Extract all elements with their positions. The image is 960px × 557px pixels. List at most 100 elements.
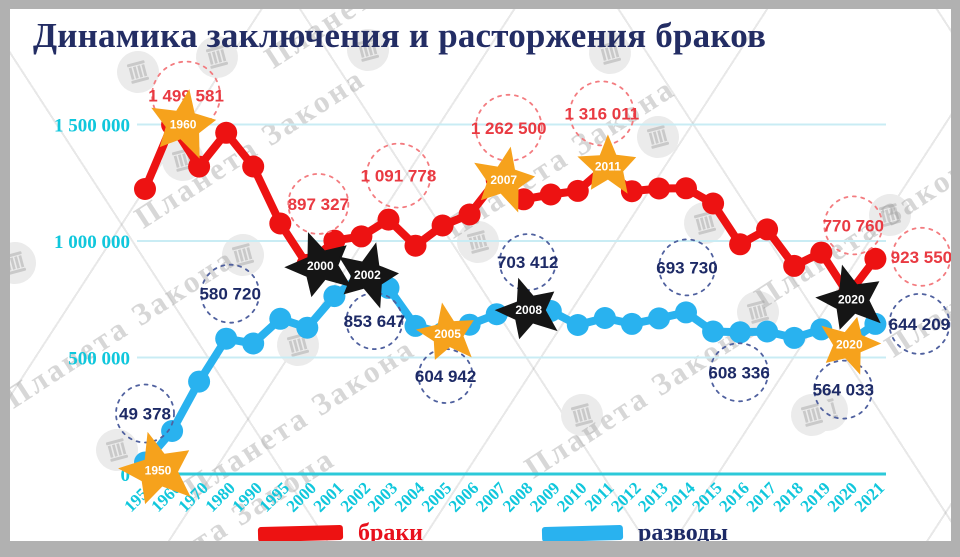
marriages-point-2012 xyxy=(620,180,643,203)
annotation-circle-marriages-2003 xyxy=(365,142,432,209)
marriages-point-1970 xyxy=(188,155,211,178)
marriages-point-2001 xyxy=(323,229,346,252)
orange-star-marriages-1960 xyxy=(151,89,217,159)
divorces-legend-label: разводы xyxy=(638,520,728,541)
annotation-circle-divorces-2002 xyxy=(345,292,404,351)
star-year-label-2011: 2011 xyxy=(595,159,621,173)
annotation-value-marriages-2007: 1 262 500 xyxy=(471,119,547,138)
annotation-value-marriages-2003: 1 091 778 xyxy=(361,167,437,186)
annotation-value-divorces-1950: 49 378 xyxy=(119,405,171,424)
star-year-label-2020: 2020 xyxy=(836,338,863,352)
column-icon xyxy=(117,51,159,93)
marriages-point-1980 xyxy=(215,121,238,144)
annotation-value-divorces-2016: 608 336 xyxy=(708,363,769,382)
annotation-value-divorces-2002: 853 647 xyxy=(344,312,405,331)
star-year-label-2005: 2005 xyxy=(434,327,461,341)
marriages-legend-swatch xyxy=(257,524,344,541)
star-year-label-1960: 1960 xyxy=(170,118,197,132)
marriages-legend-label: браки xyxy=(358,520,424,541)
annotation-circle-divorces-1980 xyxy=(200,263,261,324)
marriages-point-2017 xyxy=(756,218,779,241)
annotation-value-divorces-2021: 644 209 xyxy=(889,315,950,334)
divorces-point-2015 xyxy=(702,320,725,343)
marriages-point-2019 xyxy=(810,241,833,264)
marriages-point-2006 xyxy=(458,203,481,226)
divorces-point-1980 xyxy=(215,327,238,350)
black-star-divorces-2002 xyxy=(338,242,399,309)
star-year-label-2002: 2002 xyxy=(354,268,381,282)
annotation-value-divorces-1980: 580 720 xyxy=(199,285,260,304)
marriages-point-2018 xyxy=(783,254,806,277)
x-axis-label-2021: 2021 xyxy=(851,478,888,515)
divorces-point-2017 xyxy=(756,320,779,343)
divorces-point-2018 xyxy=(783,326,806,349)
orange-star-divorces-1950 xyxy=(118,431,191,505)
orange-star-divorces-2020 xyxy=(821,316,882,375)
column-icon xyxy=(561,394,603,436)
divorces-point-2013 xyxy=(648,307,670,330)
marriages-point-2004 xyxy=(404,234,427,257)
star-year-label-2007: 2007 xyxy=(490,173,517,187)
star-year-label-2020: 2020 xyxy=(838,292,865,306)
divorces-point-2016 xyxy=(729,321,752,344)
star-year-label-2000: 2000 xyxy=(307,259,334,273)
orange-star-marriages-2007 xyxy=(474,146,536,213)
marriages-point-2014 xyxy=(675,177,697,200)
divorces-point-2019 xyxy=(810,318,833,341)
divorces-point-2014 xyxy=(675,301,697,324)
annotation-value-divorces-2014: 693 730 xyxy=(656,258,717,277)
column-icon xyxy=(10,242,36,284)
column-icon xyxy=(791,394,833,436)
marriages-point-1990 xyxy=(242,155,265,178)
marriages-point-2005 xyxy=(431,214,454,237)
marriages-point-2021 xyxy=(864,247,887,270)
black-star-divorces-2008 xyxy=(494,277,558,340)
marriages-point-2009 xyxy=(539,183,562,206)
marriages-point-2016 xyxy=(729,233,752,256)
y-axis-label: 500 000 xyxy=(68,349,130,370)
divorces-point-2010 xyxy=(566,314,589,336)
divorces-point-1960 xyxy=(161,420,184,442)
annotation-circle-marriages-2020 xyxy=(823,195,884,256)
y-axis-label: 0 xyxy=(121,465,131,486)
annotation-circle-marriages-2021 xyxy=(891,226,951,287)
annotation-value-divorces-2008: 703 412 xyxy=(497,253,558,272)
annotation-value-marriages-2021: 923 550 xyxy=(891,248,951,267)
column-icon xyxy=(869,194,911,236)
divorces-point-2000 xyxy=(296,316,319,339)
annotation-circle-divorces-1950 xyxy=(115,383,175,444)
column-icon xyxy=(96,429,138,471)
annotation-circle-divorces-2014 xyxy=(658,238,716,297)
annotation-circle-marriages-2011 xyxy=(569,80,635,147)
marriages-point-1950 xyxy=(134,178,156,200)
annotation-circle-divorces-2021 xyxy=(888,292,951,355)
marriages-point-2003 xyxy=(377,208,400,231)
marriages-point-2013 xyxy=(648,177,670,200)
divorces-point-1970 xyxy=(188,370,211,393)
y-axis-label: 1 000 000 xyxy=(54,232,130,253)
column-icon xyxy=(637,116,679,158)
star-year-label-1950: 1950 xyxy=(145,464,172,478)
divorces-point-1995 xyxy=(269,307,292,330)
page-title: Динамика заключения и расторжения браков xyxy=(33,16,767,55)
annotation-circle-marriages-2000 xyxy=(287,172,350,235)
divorces-point-2012 xyxy=(620,312,643,335)
annotation-value-marriages-2000: 897 327 xyxy=(288,195,349,214)
orange-star-marriages-2011 xyxy=(577,134,637,194)
divorces-point-1990 xyxy=(242,332,265,355)
marriages-point-2010 xyxy=(566,179,589,202)
column-icon xyxy=(589,32,631,74)
legend-item-marriages: браки xyxy=(257,520,424,541)
marriages-point-2002 xyxy=(350,225,373,248)
annotation-value-marriages-2020: 770 760 xyxy=(823,216,884,235)
annotation-value-divorces-2005: 604 942 xyxy=(415,367,476,386)
annotation-value-divorces-2020: 564 033 xyxy=(813,381,874,400)
annotation-value-marriages-2011: 1 316 011 xyxy=(565,104,640,123)
marriages-point-2015 xyxy=(702,192,725,215)
marriages-point-1995 xyxy=(269,212,292,235)
y-axis-label: 1 500 000 xyxy=(54,116,130,137)
column-icon xyxy=(347,29,389,71)
